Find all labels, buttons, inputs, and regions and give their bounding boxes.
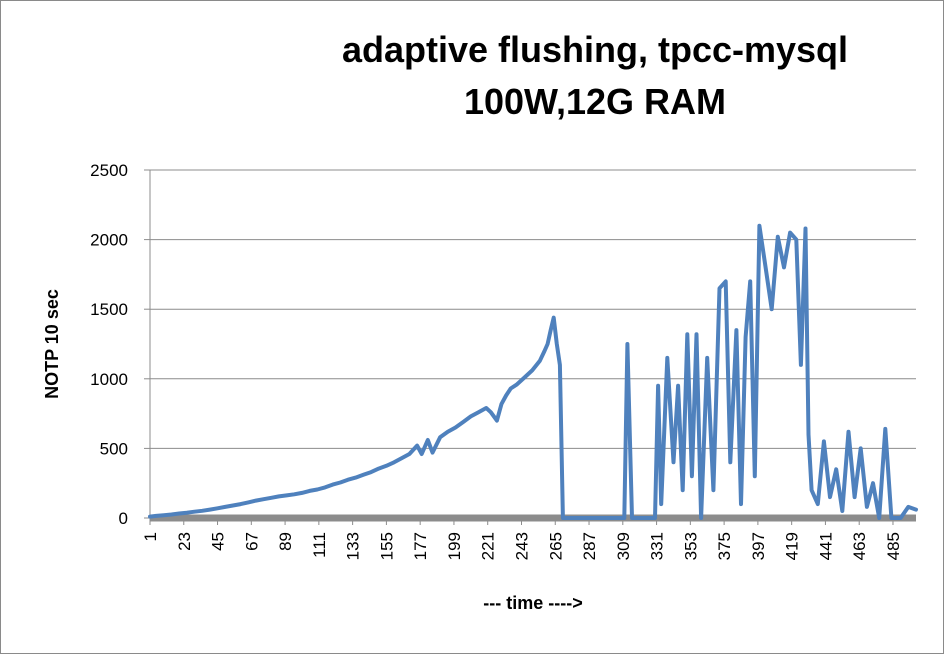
y-tick-label: 2000 [90, 231, 128, 250]
x-tick-label: 221 [479, 532, 498, 560]
x-tick-label: 23 [175, 532, 194, 551]
chart-title-line-1: adaptive flushing, tpcc-mysql [341, 29, 849, 70]
x-tick-label: 419 [783, 532, 802, 560]
x-tick-label: 155 [377, 532, 396, 560]
x-tick-label: 375 [715, 532, 734, 560]
x-tick-label: 331 [648, 532, 667, 560]
y-axis-ticks: 0 500 1000 1500 2000 2500 [90, 161, 150, 528]
x-tick-label: 287 [580, 532, 599, 560]
x-tick-label: 463 [850, 532, 869, 560]
y-tick-label: 1500 [90, 300, 128, 319]
chart-title-line-2: 100W,12G RAM [463, 81, 727, 122]
x-tick-label: 309 [614, 532, 633, 560]
y-tick-label: 1000 [90, 370, 128, 389]
y-tick-label: 500 [100, 439, 128, 458]
x-tick-label: 199 [445, 532, 464, 560]
x-axis-label: --- time ----> [483, 593, 582, 613]
x-tick-label: 243 [512, 532, 531, 560]
x-tick-label: 265 [546, 532, 565, 560]
x-tick-label: 133 [344, 532, 363, 560]
x-tick-label: 67 [242, 532, 261, 551]
series-line-1 [148, 223, 918, 520]
x-axis-ticks: 1 23 45 67 89 111 133 155 177 199 221 243 265 287 309 3… [141, 518, 903, 560]
x-tick-label: 441 [816, 532, 835, 560]
series-layer [148, 223, 918, 520]
x-tick-label: 353 [681, 532, 700, 560]
x-tick-label: 1 [141, 532, 160, 541]
x-tick-label: 89 [276, 532, 295, 551]
chart-title: adaptive flushing, tpcc-mysql 100W,12G R… [285, 24, 905, 128]
y-tick-label: 2500 [90, 161, 128, 180]
x-tick-label: 397 [749, 532, 768, 560]
x-tick-label: 485 [884, 532, 903, 560]
y-tick-label: 0 [119, 509, 128, 528]
x-tick-label: 177 [411, 532, 430, 560]
x-tick-label: 45 [209, 532, 228, 551]
x-tick-label: 111 [310, 532, 329, 558]
y-axis-label: NOTP 10 sec [42, 289, 62, 399]
